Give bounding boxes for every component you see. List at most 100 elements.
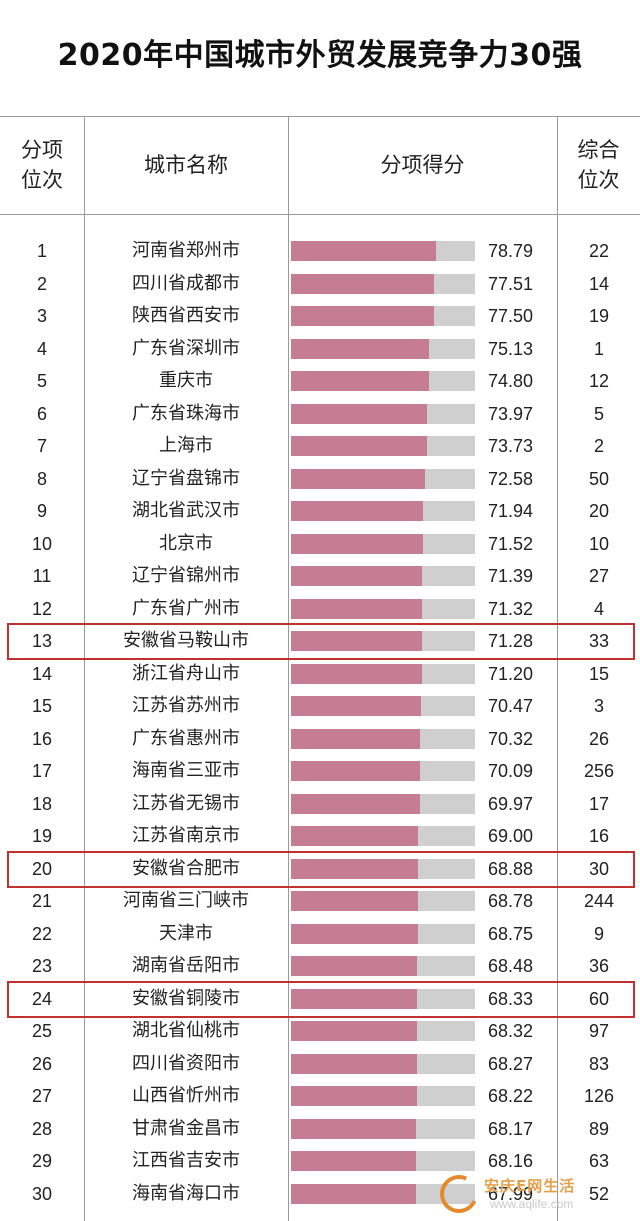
score-value: 68.75: [488, 923, 534, 944]
city-name-cell: 海南省三亚市: [132, 760, 240, 781]
city-name-cell: 甘肃省金昌市: [132, 1117, 240, 1139]
score-bar: [291, 761, 420, 781]
score-bar-track: [291, 1086, 475, 1106]
score-value: 68.17: [488, 1118, 534, 1139]
header-score: 分项得分: [288, 116, 557, 214]
score-bar-track: [291, 1053, 475, 1074]
score-bar-track: [291, 663, 475, 684]
city-name-cell: 浙江省舟山市: [132, 662, 240, 684]
rank-cell: 29: [31, 1151, 53, 1171]
city-name-cell: 广东省深圳市: [132, 337, 240, 359]
score-bar: [291, 533, 423, 554]
city-name-cell: 江苏省无锡市: [132, 792, 240, 814]
score-value: 71.94: [488, 501, 534, 521]
overall-rank-cell: 83: [588, 1053, 610, 1074]
score-bar-track: [291, 403, 475, 424]
overall-rank-cell: 20: [588, 501, 610, 521]
overall-rank-cell: 22: [588, 241, 610, 261]
table-row: 20 安徽省合肥市 68.88 30: [0, 853, 640, 886]
table-row: 15 江苏省苏州市 70.47 3: [0, 690, 640, 723]
table-row: 1 河南省郑州市 78.79 22: [0, 235, 640, 268]
score-value: 69.00: [488, 826, 534, 846]
score-bar: [291, 793, 420, 814]
score-bar: [291, 1151, 417, 1171]
rank-cell: 25: [31, 1021, 53, 1041]
score-bar: [291, 1183, 417, 1204]
city-name-cell: 四川省资阳市: [132, 1052, 240, 1074]
score-value: 70.09: [488, 761, 534, 781]
table-row: 10 北京市 71.52 10: [0, 528, 640, 561]
table-row: 17 海南省三亚市 70.09 256: [0, 755, 640, 788]
overall-rank-cell: 15: [588, 663, 610, 684]
rank-cell: 12: [31, 598, 53, 619]
column-divider: [557, 116, 558, 1221]
highlight-box: [7, 623, 635, 660]
score-value: 74.80: [488, 371, 534, 391]
overall-rank-cell: 9: [593, 923, 604, 944]
table-row: 7 上海市 73.73 2: [0, 430, 640, 463]
score-bar: [291, 468, 425, 489]
city-name-cell: 广东省广州市: [132, 597, 240, 619]
score-value: 73.97: [488, 403, 534, 424]
overall-rank-cell: 2: [593, 436, 604, 456]
score-bar-track: [291, 598, 475, 619]
score-bar-track: [291, 533, 475, 554]
overall-rank-cell: 244: [583, 891, 615, 911]
city-name-cell: 江苏省南京市: [132, 825, 240, 846]
city-name-cell: 四川省成都市: [132, 272, 240, 294]
score-bar-track: [291, 761, 475, 781]
table-row: 13 安徽省马鞍山市 71.28 33: [0, 625, 640, 658]
city-name-cell: 广东省惠州市: [132, 727, 240, 749]
rank-cell: 7: [36, 436, 47, 456]
score-bar: [291, 1086, 417, 1106]
rank-cell: 19: [31, 826, 53, 846]
e-logo-icon: [434, 1169, 484, 1219]
table-row: 26 四川省资阳市 68.27 83: [0, 1048, 640, 1081]
score-value: 75.13: [488, 338, 534, 359]
score-bar-track: [291, 826, 475, 846]
score-bar-track: [291, 858, 475, 879]
score-bar-track: [291, 1151, 475, 1171]
score-bar: [291, 273, 434, 294]
score-value: 68.27: [488, 1053, 534, 1074]
score-bar-track: [291, 306, 475, 326]
city-name-cell: 陕西省西安市: [132, 305, 240, 326]
overall-rank-cell: 12: [588, 371, 610, 391]
rank-cell: 24: [31, 988, 53, 1009]
score-value: 68.32: [488, 1021, 534, 1041]
score-bar: [291, 696, 421, 716]
overall-rank-cell: 256: [583, 761, 615, 781]
score-value: 72.58: [488, 468, 534, 489]
score-bar: [291, 338, 430, 359]
table-row: 25 湖北省仙桃市 68.32 97: [0, 1015, 640, 1048]
overall-rank-cell: 5: [593, 403, 604, 424]
overall-rank-cell: 30: [588, 858, 610, 879]
score-bar-track: [291, 1118, 475, 1139]
overall-rank-cell: 16: [588, 826, 610, 846]
score-value: 77.51: [488, 273, 534, 294]
city-name-cell: 海南省海口市: [132, 1182, 240, 1204]
overall-rank-cell: 4: [593, 598, 604, 619]
header-score-label: 分项得分: [380, 153, 465, 177]
table-row: 5 重庆市 74.80 12: [0, 365, 640, 398]
score-bar-track: [291, 468, 475, 489]
overall-rank-cell: 60: [588, 988, 610, 1009]
table-top-border: [0, 116, 640, 117]
city-name-cell: 北京市: [159, 532, 213, 554]
score-bar: [291, 891, 418, 911]
score-value: 68.16: [488, 1151, 534, 1171]
table-row: 18 江苏省无锡市 69.97 17: [0, 788, 640, 821]
score-bar-track: [291, 436, 475, 456]
score-bar-track: [291, 988, 475, 1009]
score-value: 71.39: [488, 566, 534, 586]
overall-rank-cell: 3: [593, 696, 604, 716]
table-row: 2 四川省成都市 77.51 14: [0, 268, 640, 301]
city-name-cell: 湖北省武汉市: [132, 500, 240, 521]
rank-cell: 26: [31, 1053, 53, 1074]
city-name-cell: 广东省珠海市: [132, 402, 240, 424]
city-name-cell: 安徽省合肥市: [132, 857, 240, 879]
city-name-cell: 辽宁省盘锦市: [132, 467, 240, 489]
header-overall-label: 综合 位次: [577, 138, 620, 192]
score-bar-track: [291, 1021, 475, 1041]
overall-rank-cell: 52: [588, 1183, 610, 1204]
